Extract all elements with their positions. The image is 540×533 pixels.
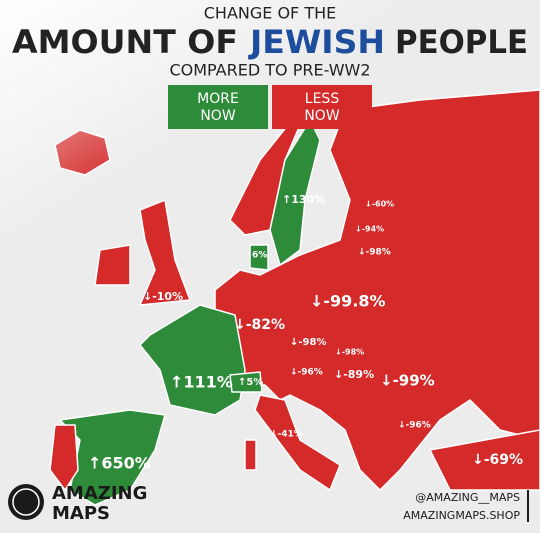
region-label: ↑650% <box>88 454 151 473</box>
region-label: ↑130% <box>282 193 325 206</box>
legend-less <box>272 85 372 129</box>
region-label: ↓-94% <box>355 225 384 234</box>
brand-name: AMAZING <box>52 483 147 504</box>
region-label: ↓-82% <box>234 317 285 333</box>
legend-label: NOW <box>200 108 235 124</box>
region-label: 6% <box>252 251 267 261</box>
region-label: ↓-98% <box>290 337 326 348</box>
region-label: ↓-60% <box>365 200 394 209</box>
title-part: AMOUNT OF <box>12 23 238 61</box>
region-label: ↓-69% <box>472 452 523 468</box>
region-label: ↑5% <box>238 377 263 388</box>
legend-label: MORE <box>197 91 239 107</box>
legend-label: NOW <box>304 108 339 124</box>
region-label: ↓-99% <box>380 372 435 390</box>
region-label: ↓-98% <box>335 348 364 357</box>
region-label: ↓-96% <box>290 368 323 378</box>
instagram-handle: @AMAZING__MAPS <box>415 491 520 504</box>
legend-more <box>168 85 268 129</box>
region-label: ↓-41% <box>270 430 303 440</box>
brand-logo-ring <box>12 488 40 516</box>
subtitle: COMPARED TO PRE-WW2 <box>169 61 370 80</box>
website: AMAZINGMAPS.SHOP <box>403 509 520 522</box>
region-label: ↓-96% <box>398 421 431 431</box>
title-part: PEOPLE <box>395 23 528 61</box>
region-labels: ↑130% ↓-60% ↓-94% ↓-98% 6% ↓-10% ↓-99.8%… <box>88 193 523 473</box>
region-label: ↓-10% <box>143 290 183 303</box>
title-highlight: JEWISH <box>248 23 385 61</box>
region-label: ↑111% <box>170 373 233 392</box>
region-label: ↓-98% <box>358 248 391 258</box>
legend-label: LESS <box>305 91 340 107</box>
region-label: ↓-89% <box>334 368 374 381</box>
region-label: ↓-99.8% <box>310 292 386 311</box>
brand-name: MAPS <box>52 503 110 524</box>
title-line1: CHANGE OF THE <box>204 4 337 23</box>
